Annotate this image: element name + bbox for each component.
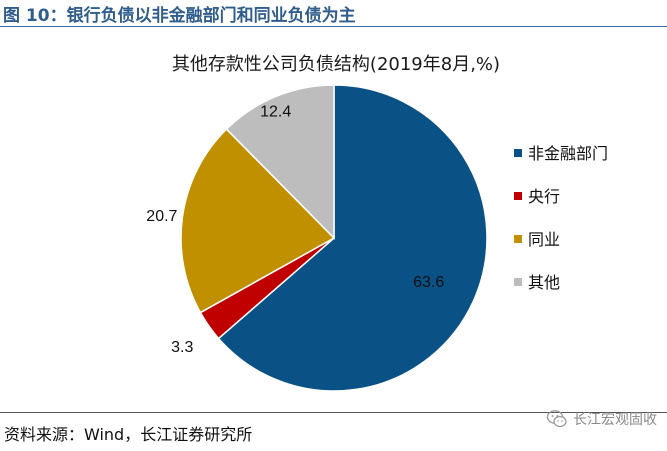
wechat-icon [546, 410, 567, 428]
pie-slice-interbank [180, 128, 336, 314]
pie-slice-nonfinancial [217, 84, 488, 392]
figure-title: 图 10：银行负债以非金融部门和同业负债为主 [3, 6, 356, 26]
data-label-central-bank: 3.3 [171, 339, 193, 356]
watermark-text: 长江宏观固收 [573, 412, 657, 428]
footer-divider [0, 412, 667, 413]
legend-swatch-other [514, 278, 522, 286]
source-note: 资料来源：Wind，长江证券研究所 [4, 425, 253, 444]
watermark: 长江宏观固收 [546, 408, 657, 430]
legend-swatch-nonfinancial [514, 149, 522, 157]
legend-label-central-bank: 央行 [528, 187, 560, 206]
data-label-nonfinancial: 63.6 [413, 274, 444, 291]
title-divider [0, 26, 667, 27]
chart-title: 其他存款性公司负债结构(2019年8月,%) [172, 54, 500, 75]
legend-label-interbank: 同业 [528, 230, 560, 249]
legend-label-other: 其他 [528, 273, 560, 292]
legend-label-nonfinancial: 非金融部门 [528, 144, 608, 163]
pie-slices [180, 84, 488, 392]
pie-chart: 其他存款性公司负债结构(2019年8月,%) 63.6 3.3 20.7 12.4 非… [146, 54, 608, 392]
legend-swatch-central-bank [514, 192, 522, 200]
data-label-other: 12.4 [260, 104, 291, 121]
data-label-interbank: 20.7 [146, 208, 177, 225]
legend-swatch-interbank [514, 235, 522, 243]
pie-slice-other [225, 84, 335, 240]
pie-data-labels: 63.6 3.3 20.7 12.4 [146, 104, 444, 356]
